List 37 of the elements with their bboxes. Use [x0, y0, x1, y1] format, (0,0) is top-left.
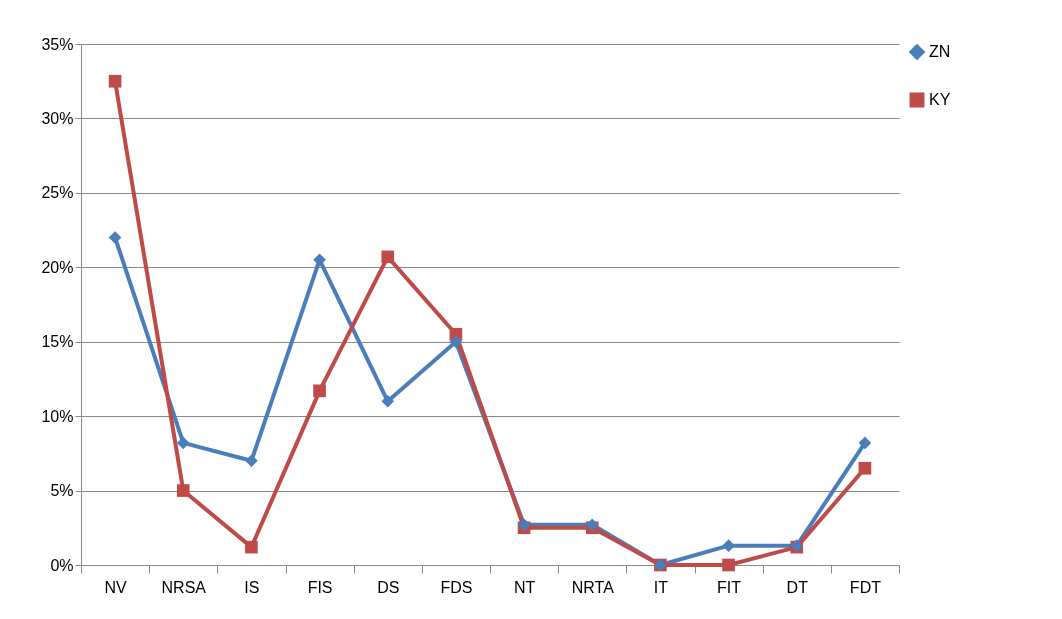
x-tick-label: DS	[377, 578, 400, 596]
point	[449, 335, 463, 349]
point	[313, 384, 326, 398]
y-tick-label: 10%	[41, 407, 74, 425]
x-tick-label: NV	[104, 578, 128, 596]
legend-label: ZN	[929, 43, 951, 60]
point	[381, 394, 395, 408]
x-tick-label: FIT	[717, 578, 742, 596]
x-tick-label: IT	[653, 578, 669, 596]
y-tick-label: 0%	[50, 556, 74, 574]
point	[245, 540, 258, 554]
y-tick-label: 25%	[41, 184, 74, 202]
y-tick-label: 5%	[50, 482, 74, 500]
point	[313, 253, 326, 267]
point	[245, 454, 258, 468]
point	[176, 484, 190, 497]
x-tick-label: FDT	[849, 578, 882, 596]
x-tick-label: DT	[786, 578, 809, 596]
x-tick-label: NRTA	[571, 578, 615, 596]
point	[108, 74, 122, 88]
x-tick-label: NRSA	[161, 578, 207, 596]
point	[858, 436, 872, 450]
y-tick-label: 35%	[41, 35, 74, 53]
y-tick-label: 30%	[41, 109, 74, 127]
point	[176, 436, 190, 450]
point	[108, 231, 122, 244]
point	[858, 461, 872, 475]
point	[381, 250, 395, 264]
y-tick-label: 20%	[41, 258, 74, 276]
legend-label: KY	[929, 91, 951, 108]
point	[722, 558, 735, 572]
y-tick-label: 15%	[41, 333, 74, 351]
x-tick-label: NT	[513, 578, 536, 596]
x-tick-label: FDS	[440, 578, 473, 596]
x-tick-label: FIS	[307, 578, 333, 596]
point	[722, 539, 735, 552]
x-tick-label: IS	[244, 578, 260, 596]
